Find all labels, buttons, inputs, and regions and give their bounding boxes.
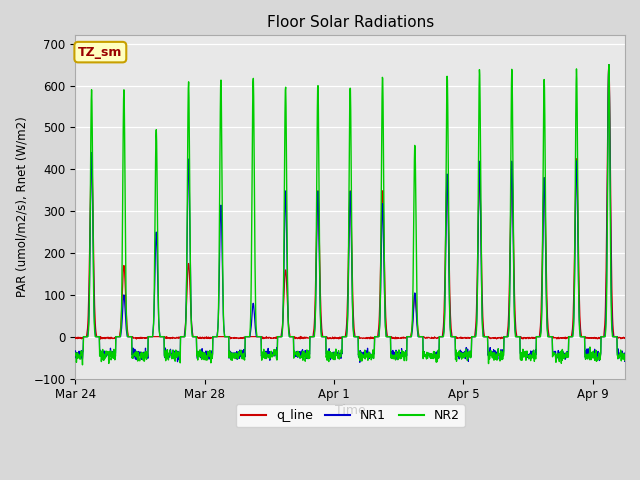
q_line (97, 336, 104, 342)
NR1 (87, 197, 95, 203)
q_line (72, 336, 79, 341)
Text: TZ_sm: TZ_sm (78, 46, 122, 59)
Legend: q_line, NR1, NR2: q_line, NR1, NR2 (236, 404, 465, 427)
Line: NR1: NR1 (76, 65, 625, 362)
q_line (209, 334, 217, 339)
NR2 (72, 350, 79, 356)
NR1 (367, 354, 375, 360)
NR2 (500, 334, 508, 339)
q_line (605, 62, 612, 68)
NR1 (356, 360, 364, 365)
q_line (621, 336, 629, 341)
Line: q_line: q_line (76, 65, 625, 339)
NR1 (72, 348, 79, 354)
NR1 (500, 334, 508, 339)
NR2 (367, 353, 375, 359)
q_line (194, 335, 202, 341)
q_line (367, 334, 375, 340)
NR2 (87, 126, 95, 132)
NR2 (79, 362, 86, 368)
Line: NR2: NR2 (76, 65, 625, 365)
Title: Floor Solar Radiations: Floor Solar Radiations (267, 15, 434, 30)
q_line (87, 182, 95, 188)
q_line (162, 336, 170, 341)
NR1 (193, 356, 201, 361)
NR2 (194, 357, 202, 363)
NR1 (621, 353, 629, 359)
NR1 (605, 62, 612, 68)
NR2 (162, 353, 170, 359)
q_line (500, 334, 508, 339)
NR1 (209, 334, 217, 339)
NR2 (209, 334, 217, 339)
NR2 (605, 62, 612, 68)
NR2 (621, 353, 629, 359)
X-axis label: Time: Time (335, 404, 365, 417)
NR1 (162, 348, 170, 354)
Y-axis label: PAR (umol/m2/s), Rnet (W/m2): PAR (umol/m2/s), Rnet (W/m2) (15, 117, 28, 297)
